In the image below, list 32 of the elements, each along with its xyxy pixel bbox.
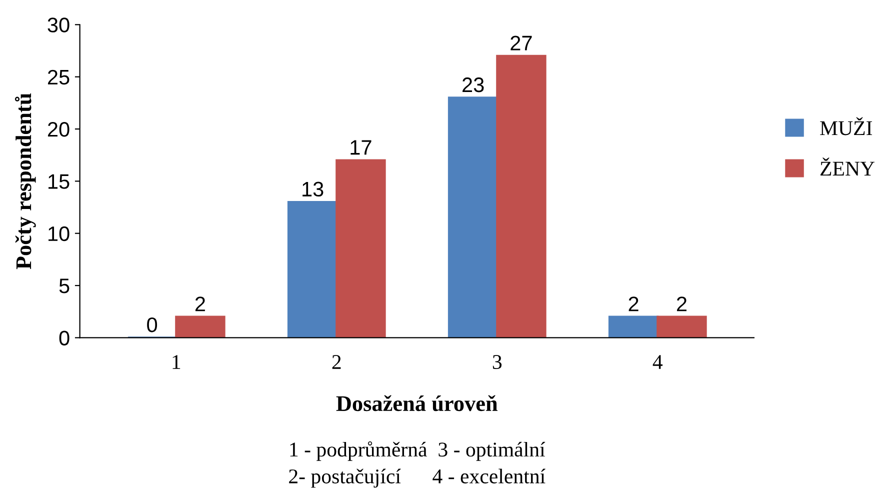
data-label: 27 <box>510 36 532 50</box>
x-axis-title: Dosažená úroveň <box>336 395 498 412</box>
data-label: 13 <box>302 182 324 197</box>
data-label: 2 <box>195 296 205 312</box>
bar <box>336 159 386 338</box>
data-label: 2 <box>676 296 686 312</box>
y-tick-label: 5 <box>59 278 70 294</box>
y-axis-title: Počty respondentů <box>14 93 36 270</box>
x-tick-label: 4 <box>652 355 663 369</box>
x-tick-label: 3 <box>492 355 502 370</box>
data-label: 2 <box>628 296 638 312</box>
y-tick-label: 15 <box>48 174 70 189</box>
text: 2- postačující 4 - excelentní <box>289 468 546 488</box>
bar <box>496 54 546 338</box>
text: 1 - podprůměrná 3 - optimální <box>290 441 546 461</box>
legend-label: MUŽI <box>820 117 872 136</box>
x-tick-label: 2 <box>332 355 341 369</box>
bar <box>608 316 659 338</box>
bar <box>656 316 707 338</box>
y-tick-label: 0 <box>59 330 70 346</box>
bar <box>287 201 338 338</box>
y-tick-label: 20 <box>48 122 70 137</box>
y-tick-label: 25 <box>48 70 70 85</box>
y-tick-label: 30 <box>48 18 70 32</box>
bar <box>175 316 226 338</box>
y-tick-label: 10 <box>48 226 70 242</box>
data-label: 23 <box>462 77 484 92</box>
data-label: 17 <box>350 140 372 155</box>
legend-label: ŽENY <box>820 158 875 176</box>
data-label: 0 <box>147 317 158 332</box>
bar <box>448 96 498 338</box>
x-tick-label: 1 <box>172 355 180 369</box>
